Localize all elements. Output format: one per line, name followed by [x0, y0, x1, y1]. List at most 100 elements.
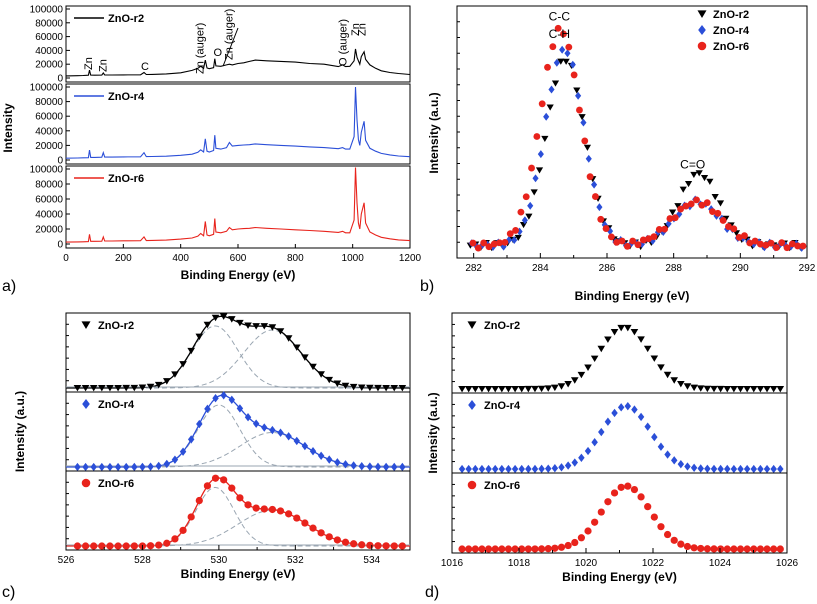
data-point — [725, 223, 732, 231]
data-point — [203, 482, 212, 490]
data-point — [730, 464, 738, 474]
series-ZnO-r2 — [466, 58, 804, 252]
data-point — [260, 323, 269, 330]
data-point — [544, 545, 552, 553]
data-point — [573, 87, 581, 94]
data-point — [512, 226, 520, 234]
data-point — [478, 545, 486, 553]
data-point — [584, 364, 592, 371]
data-point — [757, 464, 764, 474]
x-tick-label: 200 — [115, 253, 132, 264]
data-point — [106, 542, 114, 550]
data-point — [89, 384, 98, 392]
data-point — [458, 464, 466, 474]
data-point — [122, 462, 130, 472]
data-point — [586, 173, 594, 181]
data-point — [227, 316, 236, 323]
data-point — [604, 417, 612, 426]
fit-component-2 — [66, 509, 410, 547]
legend-marker — [81, 478, 91, 488]
data-point — [687, 200, 695, 208]
data-point — [325, 376, 334, 384]
data-point — [525, 464, 532, 474]
x-tick-label: 534 — [363, 555, 380, 566]
data-point — [624, 401, 632, 411]
data-point — [697, 464, 704, 473]
data-point — [578, 453, 585, 462]
data-point — [130, 384, 139, 392]
data-point — [374, 542, 382, 550]
panel-c: ZnO-r2 ZnO-r4 ZnO-r6 526 528 530 532 534 Binding… — [2, 312, 411, 601]
y-tick-label: 40000 — [35, 46, 63, 57]
data-point — [551, 80, 560, 87]
data-point — [81, 384, 90, 392]
data-point — [285, 510, 293, 518]
data-point — [301, 441, 309, 451]
data-point — [743, 464, 751, 474]
data-point — [511, 236, 518, 245]
data-point — [575, 91, 582, 100]
x-tick-label: 532 — [287, 555, 304, 566]
x-tick-label: 1018 — [508, 558, 531, 569]
data-point — [591, 438, 598, 447]
data-point — [565, 43, 573, 51]
data-point — [664, 450, 671, 459]
data-point — [382, 542, 390, 550]
data-point — [491, 385, 500, 393]
subpanel-ZnO-r6: 0 20000 40000 60000 80000 100000 ZnO-r6 — [30, 165, 411, 251]
data-point — [750, 464, 758, 474]
data-point — [553, 58, 560, 67]
data-point — [730, 225, 738, 233]
data-point — [261, 423, 268, 432]
y-tick-label: 100000 — [30, 165, 64, 176]
data-point — [114, 384, 122, 392]
data-point — [469, 239, 477, 247]
panel-label: b) — [420, 278, 434, 295]
data-point — [530, 189, 538, 196]
data-point — [674, 203, 682, 210]
data-point — [484, 385, 493, 393]
legend-marker — [468, 400, 476, 410]
data-point — [576, 106, 583, 114]
data-point — [537, 385, 546, 393]
data-point — [114, 542, 122, 550]
data-point — [799, 242, 807, 250]
data-point — [717, 545, 725, 553]
data-point — [596, 203, 603, 212]
subpanel-ZnO-r2: ZnO-r2 — [65, 312, 411, 393]
subpanel-ZnO-r4: 0 20000 40000 60000 80000 100000 ZnO-r4 — [30, 83, 411, 167]
data-point — [684, 462, 691, 471]
data-point — [546, 104, 554, 111]
data-point — [617, 324, 625, 332]
data-point — [607, 233, 615, 241]
data-point — [341, 538, 350, 546]
y-tick-label: 100000 — [30, 83, 64, 94]
data-point — [737, 464, 744, 474]
data-point — [551, 384, 559, 392]
data-point — [277, 428, 284, 437]
data-point — [179, 447, 187, 456]
data-point — [350, 461, 357, 470]
data-point — [268, 505, 277, 514]
data-point — [73, 384, 82, 392]
data-point — [465, 545, 473, 553]
data-point — [736, 385, 745, 393]
data-point — [671, 214, 679, 222]
data-point — [788, 240, 796, 248]
legend-label: ZnO-r6 — [98, 478, 134, 490]
data-point — [171, 455, 179, 464]
series-line-ZnO-r6 — [65, 167, 411, 243]
legend-label: ZnO-r2 — [108, 13, 144, 25]
data-point — [577, 371, 586, 379]
data-point — [106, 384, 114, 392]
data-point — [511, 385, 519, 393]
data-point — [655, 226, 663, 233]
data-point — [471, 385, 480, 393]
x-axis-title: Binding Energy (eV) — [181, 567, 296, 581]
data-point — [398, 542, 406, 550]
series-ZnO-r6 — [469, 24, 807, 252]
peak-annotation: O (auger) — [337, 19, 349, 66]
data-point — [163, 378, 171, 385]
y-tick-label: 0 — [57, 74, 63, 85]
